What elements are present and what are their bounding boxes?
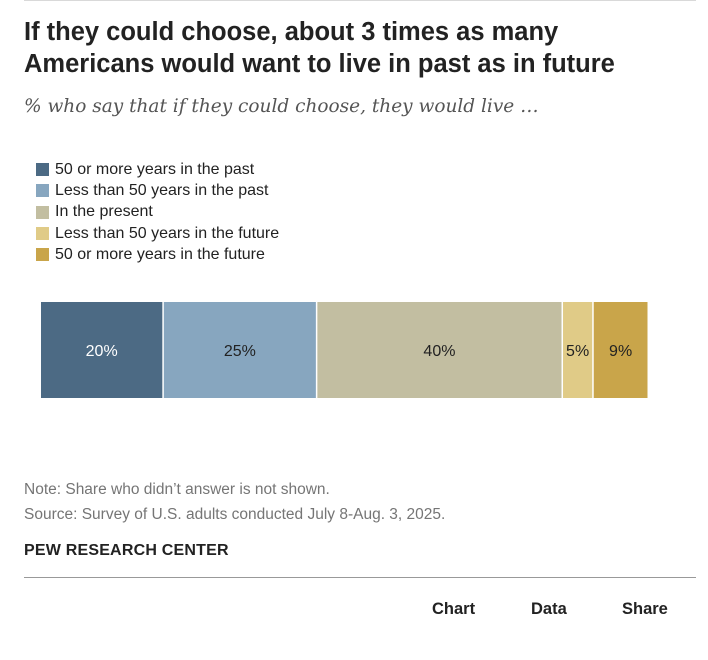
legend-label: In the present (55, 203, 153, 221)
bar-segment (41, 302, 163, 398)
legend-swatch (36, 205, 49, 219)
legend-item: Less than 50 years in the past (36, 180, 279, 201)
tab-data[interactable]: Data (531, 600, 567, 618)
tab-chart[interactable]: Chart (432, 600, 476, 618)
legend-item: 50 or more years in the future (36, 244, 279, 265)
legend-item: 50 or more years in the past (36, 159, 279, 180)
bar-segment (563, 302, 593, 398)
bar-value-label: 25% (224, 343, 256, 360)
chart-source: Source: Survey of U.S. adults conducted … (24, 506, 446, 523)
bar-segment (593, 302, 648, 398)
legend-label: Less than 50 years in the past (55, 181, 269, 199)
legend-item: In the present (36, 202, 279, 223)
bar-segment (317, 302, 562, 398)
chart-subtitle: % who say that if they could choose, the… (24, 96, 539, 117)
legend-swatch (36, 184, 49, 198)
bar-value-label: 40% (423, 343, 455, 360)
legend: 50 or more years in the past Less than 50… (36, 159, 279, 265)
bar-value-label: 5% (566, 343, 589, 360)
legend-item: Less than 50 years in the future (36, 223, 279, 244)
bottom-divider (24, 577, 696, 578)
top-divider (24, 0, 696, 1)
legend-label: Less than 50 years in the future (55, 224, 280, 242)
legend-swatch (36, 227, 49, 241)
tab-share[interactable]: Share (622, 600, 668, 618)
legend-swatch (36, 163, 49, 177)
chart-note: Note: Share who didn’t answer is not sho… (24, 481, 330, 498)
bar-segment (163, 302, 316, 398)
bar-value-label: 20% (86, 343, 118, 360)
brand-name: PEW RESEARCH CENTER (24, 542, 229, 559)
legend-label: 50 or more years in the future (55, 245, 265, 263)
legend-swatch (36, 248, 49, 262)
chart-title: If they could choose, about 3 times as m… (24, 18, 615, 78)
legend-label: 50 or more years in the past (55, 160, 255, 178)
stacked-bar-chart: 20% 25% 40% 5% 9% (41, 302, 648, 398)
bar-value-label: 9% (609, 343, 632, 360)
